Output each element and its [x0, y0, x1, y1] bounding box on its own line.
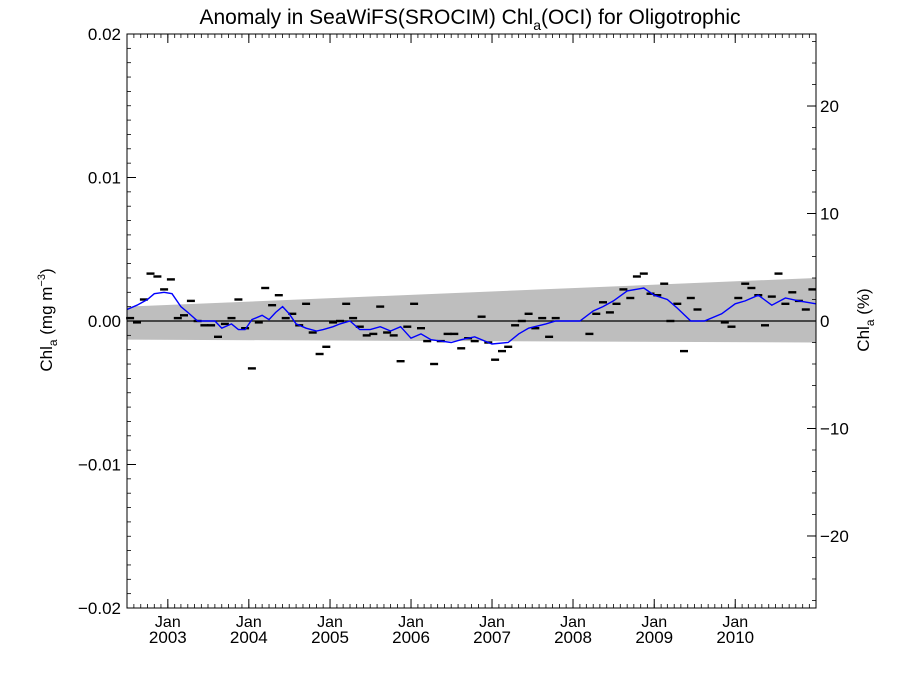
- y-right-tick-label: 0: [820, 312, 829, 331]
- y-left-tick-label: 0.00: [88, 312, 121, 331]
- y-axis-right-label: Chla (%): [854, 288, 877, 351]
- x-tick-year-label: 2007: [473, 628, 511, 647]
- uncertainty-band: [127, 277, 816, 343]
- x-tick-year-label: 2004: [230, 628, 268, 647]
- x-tick-month-label: Jan: [155, 614, 181, 631]
- y-left-tick-label: −0.01: [78, 456, 121, 475]
- running-mean-line: [126, 287, 817, 345]
- y-right-tick-label: −20: [820, 527, 849, 546]
- axes: 0.020.010.00−0.01−0.0220100−10−20Jan2003…: [78, 25, 849, 647]
- y-axis-left-label: Chla (mg m−3): [36, 268, 60, 371]
- x-tick-year-label: 2008: [554, 628, 592, 647]
- x-tick-month-label: Jan: [560, 614, 586, 631]
- x-tick-year-label: 2010: [716, 628, 754, 647]
- x-tick-year-label: 2009: [635, 628, 673, 647]
- x-tick-year-label: 2005: [311, 628, 349, 647]
- y-right-tick-label: 20: [820, 97, 839, 116]
- x-tick-month-label: Jan: [398, 614, 424, 631]
- x-tick-month-label: Jan: [479, 614, 505, 631]
- y-right-tick-label: 10: [820, 205, 839, 224]
- y-left-tick-label: 0.02: [88, 25, 121, 44]
- confidence-band: [127, 277, 816, 343]
- data-series: [126, 272, 817, 370]
- x-tick-year-label: 2003: [149, 628, 187, 647]
- y-left-tick-label: −0.02: [78, 599, 121, 618]
- y-left-tick-label: 0.01: [88, 169, 121, 188]
- x-tick-month-label: Jan: [641, 614, 667, 631]
- chart-title: Anomaly in SeaWiFS(SROCIM) Chla(OCI) for…: [199, 6, 740, 33]
- x-tick-month-label: Jan: [236, 614, 262, 631]
- x-tick-year-label: 2006: [392, 628, 430, 647]
- x-tick-month-label: Jan: [317, 614, 343, 631]
- y-right-tick-label: −10: [820, 419, 849, 438]
- x-tick-month-label: Jan: [722, 614, 748, 631]
